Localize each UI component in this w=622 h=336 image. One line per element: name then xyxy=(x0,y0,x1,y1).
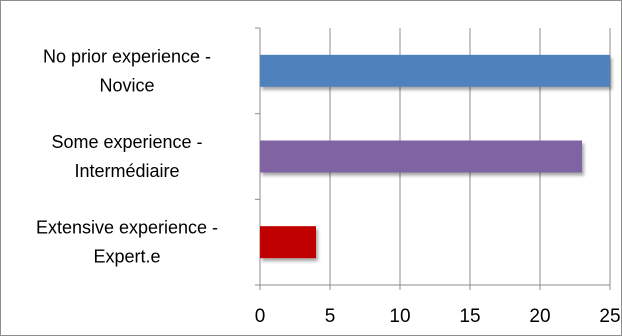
x-tick-label-10: 10 xyxy=(389,306,410,327)
bars xyxy=(260,54,610,259)
x-tick-label-15: 15 xyxy=(459,306,480,327)
x-tick-label-0: 0 xyxy=(255,306,266,327)
category-labels: No prior experience - Novice Some experien… xyxy=(36,46,218,266)
x-tick-label-25: 25 xyxy=(599,306,620,327)
category-label-line: Expert.e xyxy=(93,247,160,267)
bar-2 xyxy=(260,226,316,259)
bar-1 xyxy=(260,140,582,173)
category-label-line: Intermédiaire xyxy=(74,161,179,181)
category-label-line: Extensive experience - xyxy=(36,218,218,238)
category-label-line: No prior experience - xyxy=(43,46,211,66)
category-label-2: Extensive experience - Expert.e xyxy=(36,218,218,267)
x-tick-label-20: 20 xyxy=(529,306,550,327)
x-tick-labels: 0 5 10 15 20 25 xyxy=(255,306,621,327)
x-tick-label-5: 5 xyxy=(325,306,336,327)
bar-0 xyxy=(260,54,610,87)
category-label-line: Some experience - xyxy=(51,132,202,152)
category-label-0: No prior experience - Novice xyxy=(43,46,211,95)
category-label-1: Some experience - Intermédiaire xyxy=(51,132,202,181)
category-label-line: Novice xyxy=(99,75,154,95)
